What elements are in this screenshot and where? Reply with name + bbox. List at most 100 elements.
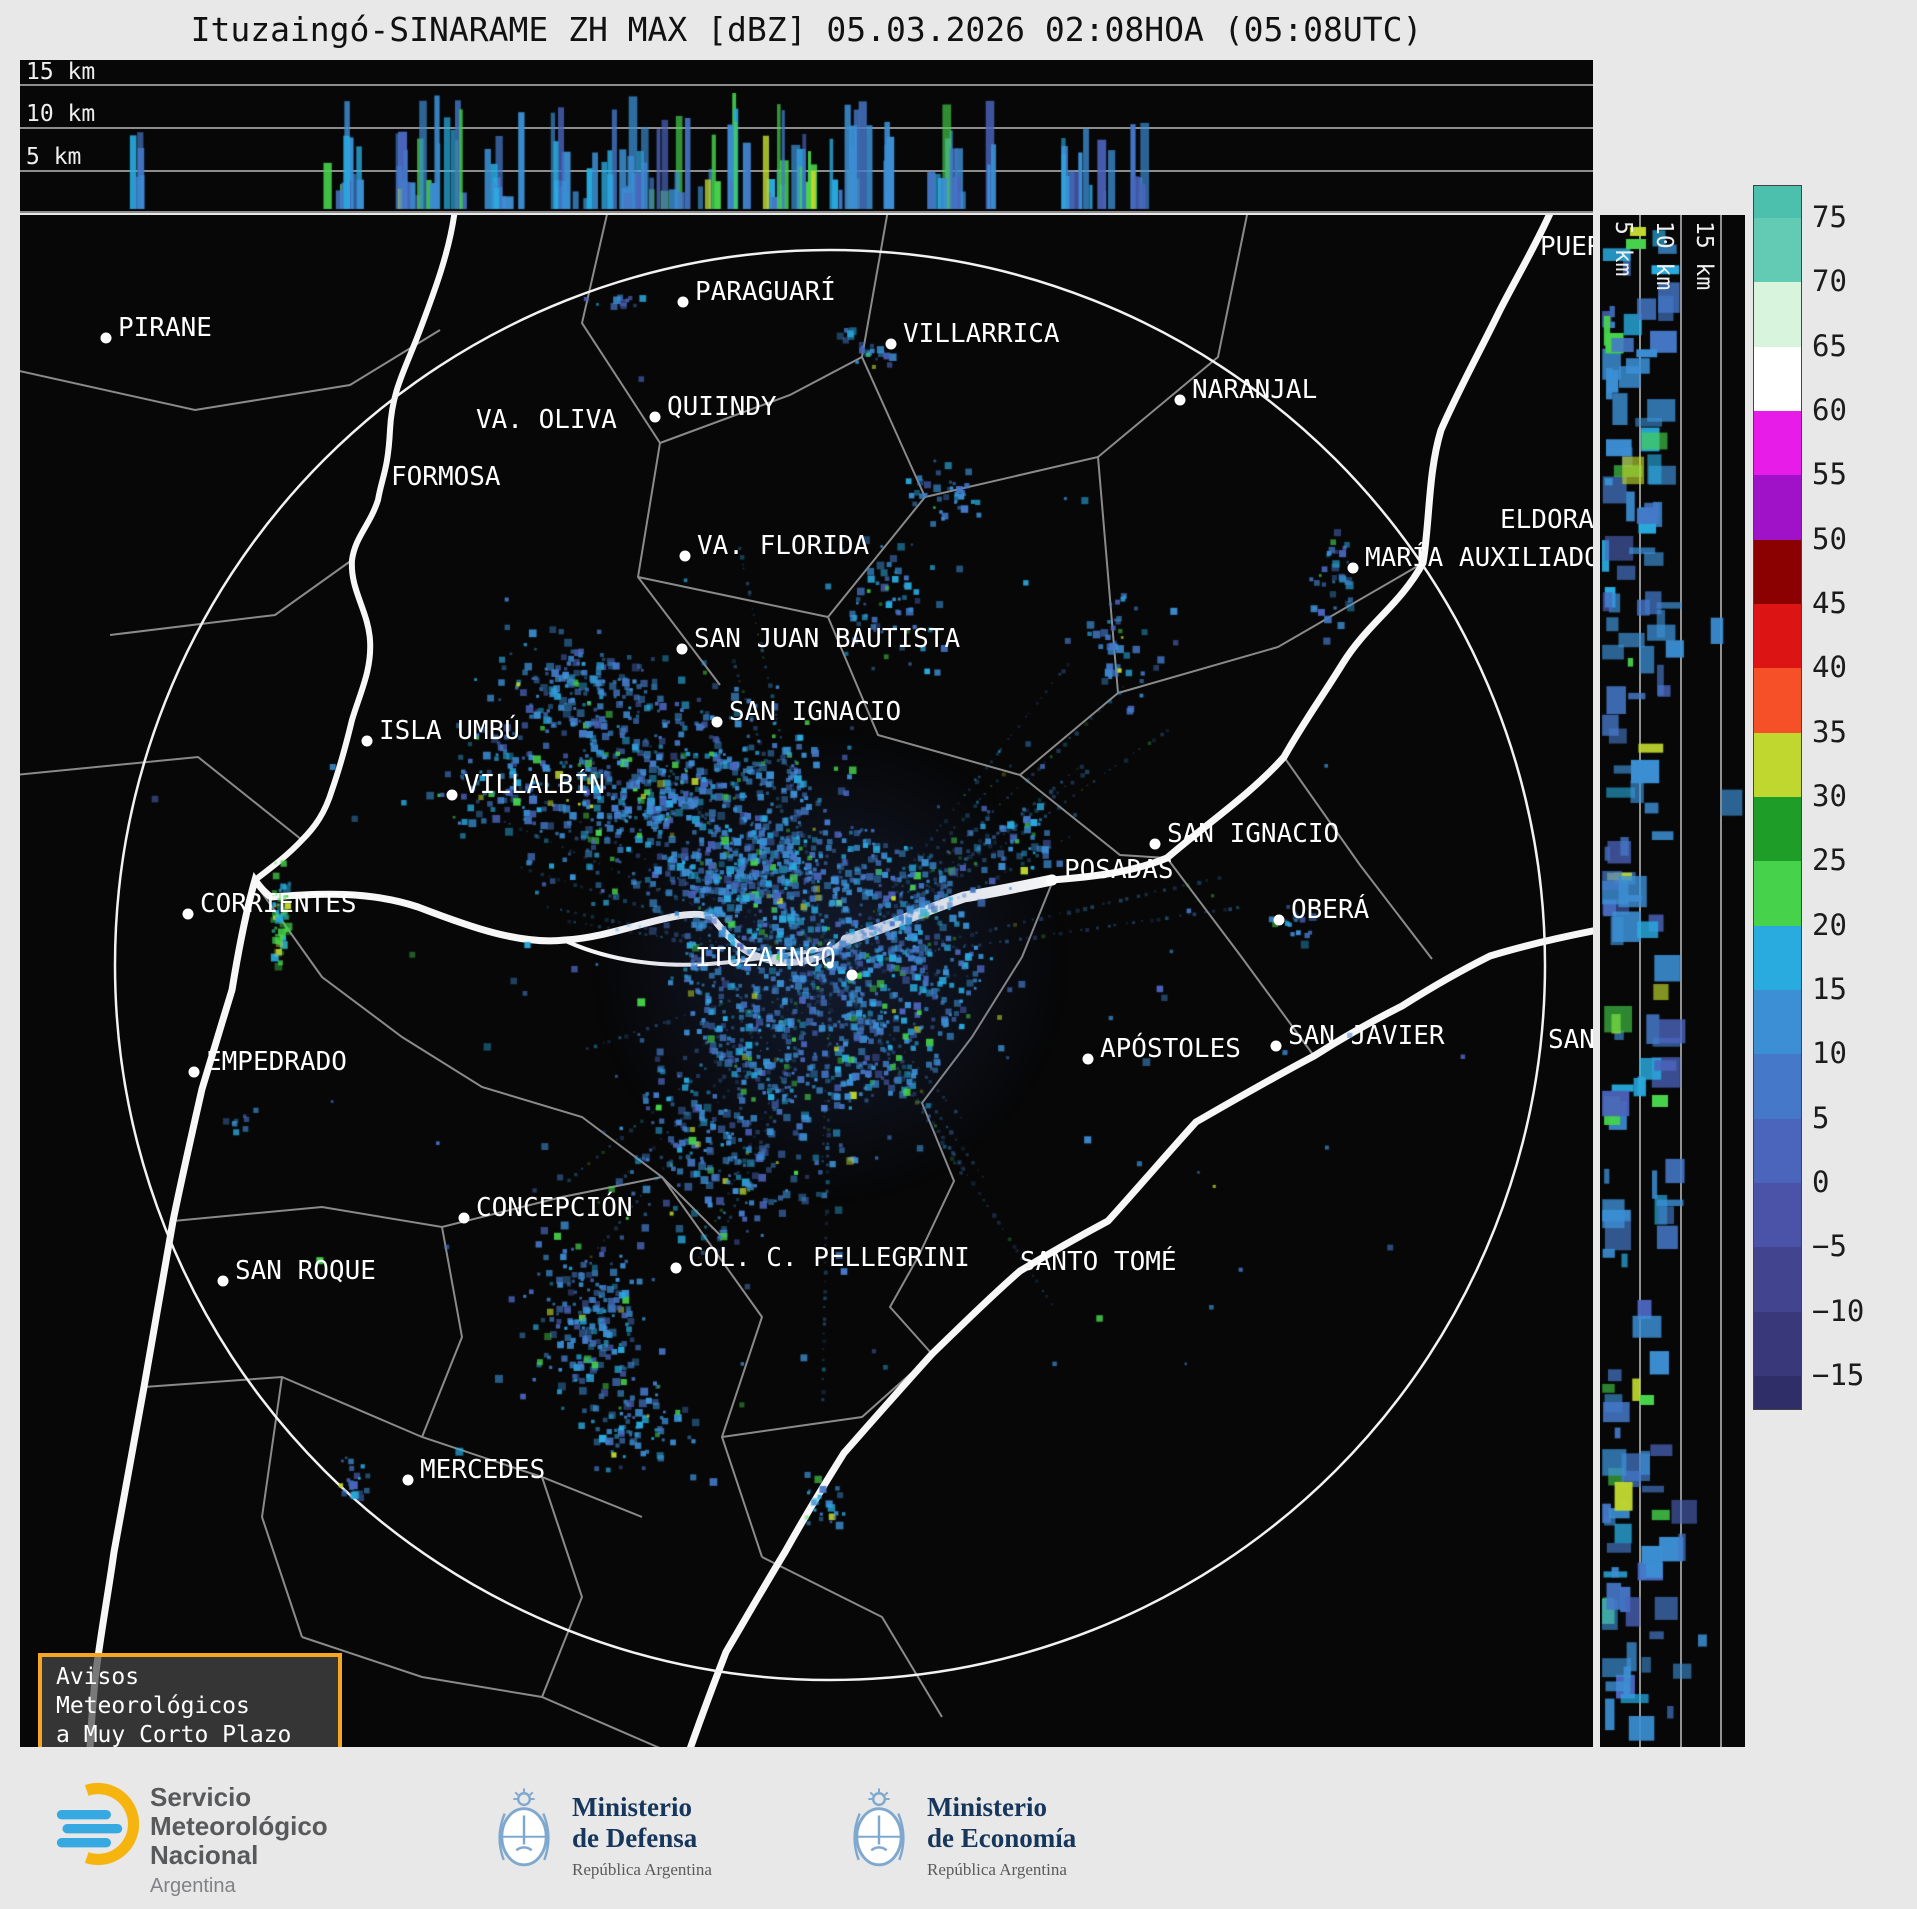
defensa-sub: República Argentina <box>572 1860 712 1879</box>
top-panel-10km-label: 10 km <box>26 101 96 127</box>
city-dot <box>458 1212 470 1224</box>
defensa-wordmark: Ministerio de Defensa República Argentin… <box>572 1792 712 1880</box>
city-label: VA. FLORIDA <box>697 531 870 561</box>
city-label: ISLA UMBÚ <box>379 714 520 746</box>
city-label: POSADAS <box>1064 855 1174 885</box>
colorbar-tick-label: 75 <box>1812 200 1847 234</box>
colorbar-segment <box>1754 1118 1801 1183</box>
city-label: SAN ROQUE <box>235 1256 376 1286</box>
colorbar-segment <box>1754 1054 1801 1119</box>
colorbar-tick-label: 0 <box>1812 1164 1830 1199</box>
city-label: ITUZAINGÓ <box>695 941 836 973</box>
colorbar-tick-label: 25 <box>1812 843 1847 878</box>
colorbar-tick-label: 45 <box>1812 585 1847 620</box>
colorbar-tick-label: −15 <box>1812 1357 1865 1392</box>
city-dot <box>679 550 691 562</box>
city-dot <box>100 332 112 344</box>
city-dot <box>446 789 458 801</box>
economia-line-1: Ministerio <box>927 1792 1047 1822</box>
city-labels: PIRANE PARAGUARÍ VILLARRICA QUIINDY VA. OLIV… <box>100 232 1593 1486</box>
city-label: SAN IGNACIO <box>729 697 901 727</box>
city-label: EMPEDRADO <box>206 1047 347 1077</box>
city-dot <box>1046 874 1058 886</box>
economia-line-2: de Economía <box>927 1823 1077 1853</box>
city-label: FORMOSA <box>391 462 501 492</box>
warning-line-1: Avisos Meteorológicos <box>56 1664 250 1719</box>
warning-line-2: a Muy Corto Plazo <box>56 1722 292 1747</box>
city-dot <box>711 716 723 728</box>
city-label: VILLALBÍN <box>464 768 605 800</box>
reflectivity-colorbar <box>1753 185 1802 1410</box>
colorbar-tick-label: 60 <box>1812 392 1847 427</box>
city-label: SAN JUAN BAUTISTA <box>694 624 960 654</box>
city-label: CORRIENTES <box>200 889 357 919</box>
right-panel-15km-label: 15 km <box>1691 221 1717 291</box>
colorbar-tick-label: 40 <box>1812 650 1847 685</box>
warning-badge[interactable]: Avisos Meteorológicos a Muy Corto Plazo <box>38 1653 342 1747</box>
city-label: ELDORADO <box>1500 505 1593 535</box>
city-dot <box>1347 562 1359 574</box>
city-layer-svg: PIRANE PARAGUARÍ VILLARRICA QUIINDY VA. OLIV… <box>100 232 1593 1486</box>
city-label: SAN IGNACIO <box>1167 819 1339 849</box>
colorbar-segment <box>1754 346 1801 411</box>
top-cross-section-echoes-canvas <box>20 60 1593 213</box>
colorbar-tick-label: 55 <box>1812 457 1847 492</box>
city-dot <box>676 643 688 655</box>
page-title: Ituzaingó-SINARAME ZH MAX [dBZ] 05.03.20… <box>190 10 1423 49</box>
smn-wordmark: Servicio Meteorológico Nacional Argentin… <box>150 1783 328 1901</box>
colorbar-segment <box>1754 989 1801 1055</box>
economia-sub: República Argentina <box>927 1860 1067 1879</box>
smn-logo-icon <box>56 1782 139 1866</box>
city-dot <box>361 735 373 747</box>
city-label: OBERÁ <box>1291 893 1370 925</box>
city-label: QUIINDY <box>667 392 777 422</box>
economia-wordmark: Ministerio de Economía República Argenti… <box>927 1792 1076 1880</box>
colorbar-tick-label: 20 <box>1812 907 1847 942</box>
city-label: CONCEPCIÓN <box>476 1191 633 1223</box>
city-label: COL. C. PELLEGRINI <box>688 1243 970 1273</box>
city-label: PUERTO RICO <box>1540 232 1593 262</box>
colorbar-tick-label: 30 <box>1812 778 1847 813</box>
city-dot <box>402 1474 414 1486</box>
smn-line-3: Nacional <box>150 1840 259 1870</box>
smn-country: Argentina <box>150 1875 236 1897</box>
city-label: VILLARRICA <box>903 319 1060 349</box>
city-label: MERCEDES <box>420 1455 545 1485</box>
colorbar-segment <box>1754 186 1801 218</box>
colorbar-tick-label: 50 <box>1812 521 1847 556</box>
colorbar-segment <box>1754 925 1801 990</box>
colorbar-segment <box>1754 1182 1801 1248</box>
colorbar-tick-label: 5 <box>1812 1100 1830 1135</box>
city-label: SAN JAVIER <box>1288 1021 1445 1051</box>
right-panel-5km-label: 5 km <box>1610 221 1636 277</box>
radar-map: PIRANE PARAGUARÍ VILLARRICA QUIINDY VA. OLIV… <box>20 215 1593 1747</box>
city-label: SANTA ANA <box>1548 1025 1593 1055</box>
city-dot <box>188 1066 200 1078</box>
colorbar-segment <box>1754 410 1801 476</box>
city-dot <box>677 296 689 308</box>
smn-line-1: Servicio <box>150 1782 252 1812</box>
colorbar-segment <box>1754 796 1801 862</box>
colorbar-tick-label: 70 <box>1812 264 1847 299</box>
city-dot <box>1149 838 1161 850</box>
right-cross-section-echoes-canvas <box>1600 215 1745 1747</box>
right-cross-section-panel: 5 km 10 km 15 km <box>1600 215 1745 1747</box>
city-label: PARAGUARÍ <box>695 275 836 307</box>
colorbar-segment <box>1754 668 1801 733</box>
city-dot <box>1270 1040 1282 1052</box>
right-panel-10km-label: 10 km <box>1651 221 1677 291</box>
city-dot <box>846 969 858 981</box>
top-panel-15km-label: 15 km <box>26 60 96 85</box>
radar-echoes-canvas <box>20 215 1593 1747</box>
city-dot <box>649 411 661 423</box>
city-label: APÓSTOLES <box>1100 1032 1241 1064</box>
colorbar-segment <box>1754 539 1801 604</box>
city-label: NARANJAL <box>1192 375 1317 405</box>
city-dot <box>885 338 897 350</box>
colorbar-tick-label: 15 <box>1812 971 1847 1006</box>
defensa-line-1: Ministerio <box>572 1792 692 1822</box>
colorbar-tick-label: 65 <box>1812 328 1847 363</box>
colorbar-segment <box>1754 603 1801 669</box>
colorbar-segment <box>1754 861 1801 926</box>
